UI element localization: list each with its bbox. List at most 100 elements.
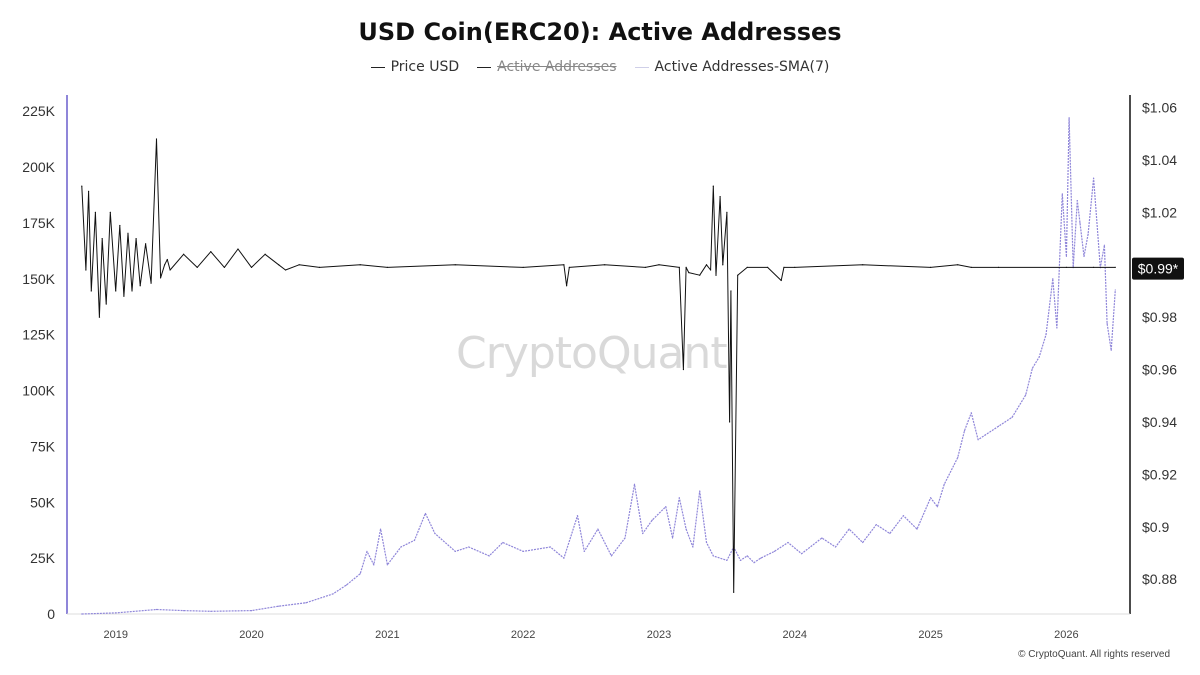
series-point <box>139 285 141 287</box>
series-point <box>563 264 565 266</box>
series-point <box>119 224 121 227</box>
series-point <box>183 610 185 612</box>
left-tick-label: 125K <box>22 327 55 343</box>
copyright-footer: © CryptoQuant. All rights reserved <box>1018 649 1170 660</box>
series-point <box>1103 244 1106 246</box>
series-point <box>862 541 864 544</box>
series-point <box>373 564 375 566</box>
series-point <box>604 264 606 266</box>
series-point <box>488 555 490 557</box>
left-tick-label: 0 <box>47 606 55 622</box>
legend-label-price: Price USD <box>390 59 460 75</box>
series-point <box>665 506 667 508</box>
right-tick-label: $0.9 <box>1142 519 1169 535</box>
x-tick-label: 2026 <box>1054 629 1078 641</box>
series-point <box>722 264 724 266</box>
series-point <box>522 266 524 268</box>
series-point <box>210 610 212 612</box>
series-point <box>1076 199 1078 202</box>
legend-item-sma[interactable]: Active Addresses-SMA(7) <box>634 59 830 75</box>
legend-line-sma <box>634 66 649 68</box>
series-point <box>610 555 613 557</box>
series-point <box>237 248 239 250</box>
series-point <box>332 593 334 595</box>
series-point <box>970 266 972 268</box>
x-axis: 2019 2020 2021 2022 2023 2024 2025 2026 <box>67 613 1130 641</box>
series-point <box>787 541 789 544</box>
right-tick-label: $0.98 <box>1142 309 1177 325</box>
chart-legend: Price USD Active Addresses Active Addres… <box>0 59 1200 75</box>
series-point <box>94 211 96 213</box>
series-point <box>963 430 966 432</box>
series-point <box>109 211 111 213</box>
series-point <box>105 303 107 305</box>
series-point <box>712 185 714 187</box>
series-point <box>834 546 837 548</box>
series-point <box>98 316 101 318</box>
series-line <box>81 117 1116 615</box>
series-point <box>709 269 712 271</box>
x-tick-label: 2019 <box>104 629 128 641</box>
series-point <box>929 266 932 268</box>
series-point <box>127 232 129 234</box>
series-point <box>85 269 87 271</box>
series-point <box>298 264 300 266</box>
current-price-box <box>1132 257 1184 280</box>
series-point <box>705 541 708 544</box>
series-point <box>1092 177 1095 179</box>
left-tick-label: 25K <box>30 550 56 566</box>
legend-line-price <box>370 66 385 68</box>
series-point <box>522 550 524 553</box>
right-tick-label: $1.06 <box>1142 100 1177 116</box>
series-point <box>115 290 117 292</box>
legend-label-sma: Active Addresses-SMA(7) <box>654 59 830 75</box>
current-price-label: $0.99* <box>1138 261 1179 277</box>
legend-item-active-addresses[interactable]: Active Addresses <box>477 59 617 75</box>
legend-item-price[interactable]: Price USD <box>370 59 460 75</box>
right-y-axis: $0.88 $0.9 $0.92 $0.94 $0.96 $0.98 $1.02 $1.04 $… <box>1129 95 1177 614</box>
series-point <box>576 515 579 517</box>
series-point <box>862 264 864 266</box>
series-point <box>733 591 735 593</box>
series-point <box>726 559 728 561</box>
series-point <box>210 251 212 253</box>
series-point <box>692 546 694 548</box>
series-point <box>705 264 708 266</box>
series-point <box>929 497 932 499</box>
series-point <box>379 528 382 530</box>
series-point <box>699 274 701 276</box>
series-point <box>794 266 796 268</box>
series-point <box>400 546 402 548</box>
series-point <box>413 539 416 541</box>
series-price <box>81 138 1116 593</box>
series-point <box>624 537 626 539</box>
series-point <box>821 537 823 539</box>
series-point <box>726 211 728 213</box>
series-point <box>1045 334 1047 336</box>
series-point <box>81 185 83 187</box>
right-tick-label: $0.92 <box>1142 466 1177 482</box>
series-point <box>583 550 585 553</box>
x-tick-label: 2023 <box>647 629 671 641</box>
left-tick-label: 200K <box>22 159 55 175</box>
series-point <box>434 532 436 535</box>
series-layer <box>81 117 1116 615</box>
series-point <box>183 253 185 255</box>
series-point <box>150 282 152 284</box>
series-point <box>278 264 280 266</box>
series-point <box>318 266 321 268</box>
series-point <box>699 490 701 492</box>
series-point <box>284 269 287 271</box>
right-tick-label: $0.94 <box>1142 414 1177 430</box>
series-point <box>1061 193 1063 195</box>
x-tick-label: 2025 <box>918 629 942 641</box>
series-point <box>123 295 125 297</box>
series-point <box>346 584 348 586</box>
series-point <box>936 506 938 508</box>
series-point <box>644 266 646 268</box>
series-point <box>90 290 92 292</box>
series-point <box>800 553 803 555</box>
series-point <box>1092 266 1095 268</box>
series-point <box>166 258 168 261</box>
series-point <box>685 528 687 530</box>
